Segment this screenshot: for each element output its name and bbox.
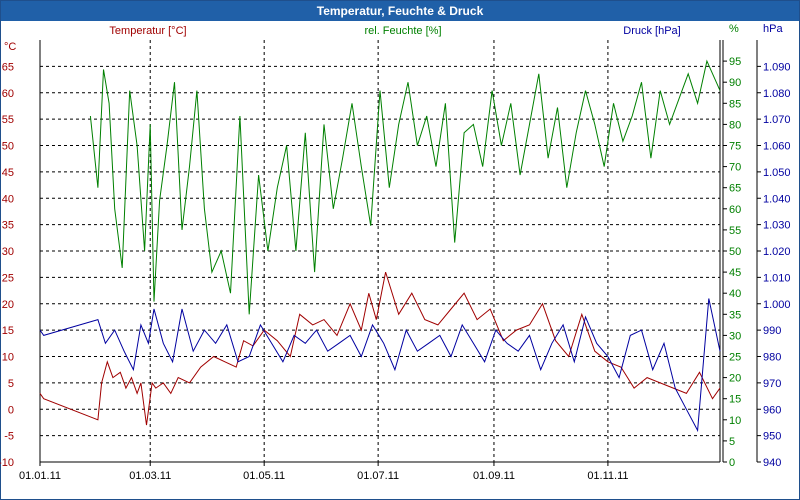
humidity-tick-label: 55 [729, 225, 741, 237]
pressure-tick-label: 940 [763, 457, 781, 469]
humidity-tick-label: 25 [729, 352, 741, 364]
x-tick-label: 01.09.11 [473, 470, 515, 482]
humidity-tick-label: 15 [729, 394, 741, 406]
temperature-unit: °C [4, 41, 16, 53]
pressure-tick-label: 950 [763, 431, 781, 443]
axis-labels: Temperatur [°C] rel. Feuchte [%] Druck [hP… [109, 25, 680, 37]
pressure-tick-label: 1.090 [763, 61, 791, 73]
temperature-tick-label: 10 [2, 352, 14, 364]
pressure-axis: 940 950 960 970 980 990 1.000 1.010 1.020 1.030 1.… [756, 23, 791, 469]
pressure-tick-label: 1.050 [763, 167, 791, 179]
humidity-unit: % [729, 23, 739, 35]
humidity-tick-label: 35 [729, 309, 741, 321]
window-title: Temperatur, Feuchte & Druck [1, 1, 799, 21]
humidity-tick-label: 65 [729, 183, 741, 195]
temperature-tick-label: 20 [2, 299, 14, 311]
series-layer [39, 59, 721, 433]
humidity-tick-label: 30 [729, 330, 741, 342]
temperature-tick-label: 45 [2, 167, 14, 179]
temperature-tick-label: 5 [8, 378, 14, 390]
temperature-tick-label: 0 [8, 404, 14, 416]
x-axis: 01.01.11 01.03.11 01.05.11 01.07.11 01.09.11… [19, 462, 629, 482]
humidity-tick-label: 40 [729, 288, 741, 300]
x-tick-label: 01.11.11 [587, 470, 628, 482]
pressure-tick-label: 1.010 [763, 272, 791, 284]
humidity-tick-label: 10 [729, 415, 741, 427]
temperature-tick-label: -10 [0, 457, 14, 469]
humidity-tick-label: 80 [729, 119, 741, 131]
temperature-tick-label: 60 [2, 88, 14, 100]
humidity-axis: 0 5 10 15 20 25 30 35 40 45 50 55 60 65 70 75 80 85 90 95% [722, 23, 741, 469]
temperature-tick-label: 25 [2, 272, 14, 284]
temperature-tick-label: 40 [2, 193, 14, 205]
pressure-unit: hPa [763, 23, 783, 35]
x-tick-label: 01.07.11 [357, 470, 399, 482]
pressure-axis-label: Druck [hPa] [623, 25, 680, 37]
grid [39, 40, 721, 463]
pressure-tick-label: 970 [763, 378, 781, 390]
humidity-tick-label: 75 [729, 141, 741, 153]
pressure-tick-label: 1.020 [763, 246, 791, 258]
pressure-tick-label: 990 [763, 325, 781, 337]
humidity-series-line [89, 59, 721, 315]
temperature-tick-label: 15 [2, 325, 14, 337]
humidity-tick-label: 0 [729, 457, 735, 469]
pressure-tick-label: 1.000 [763, 299, 791, 311]
humidity-tick-label: 60 [729, 204, 741, 216]
humidity-tick-label: 45 [729, 267, 741, 279]
pressure-tick-label: 1.060 [763, 141, 791, 153]
x-tick-label: 01.03.11 [129, 470, 171, 482]
humidity-tick-label: 95 [729, 56, 741, 68]
humidity-tick-label: 70 [729, 162, 741, 174]
temperature-tick-label: 50 [2, 141, 14, 153]
x-tick-label: 01.05.11 [243, 470, 285, 482]
humidity-tick-label: 20 [729, 373, 741, 385]
pressure-tick-label: 1.080 [763, 88, 791, 100]
temperature-tick-label: 65 [2, 61, 14, 73]
humidity-tick-label: 90 [729, 77, 741, 89]
humidity-tick-label: 85 [729, 98, 741, 110]
humidity-tick-label: 5 [729, 436, 735, 448]
temperature-tick-label: -5 [4, 431, 14, 443]
humidity-tick-label: 50 [729, 246, 741, 258]
temperature-axis-label: Temperatur [°C] [109, 25, 186, 37]
x-tick-label: 01.01.11 [19, 470, 61, 482]
pressure-tick-label: 980 [763, 352, 781, 364]
pressure-tick-label: 1.030 [763, 220, 791, 232]
temperature-tick-label: 35 [2, 220, 14, 232]
pressure-series-line [39, 298, 721, 433]
humidity-axis-label: rel. Feuchte [%] [364, 25, 441, 37]
pressure-tick-label: 1.040 [763, 193, 791, 205]
temperature-series-line [39, 271, 721, 426]
pressure-tick-label: 1.070 [763, 114, 791, 126]
temperature-tick-label: 55 [2, 114, 14, 126]
temperature-axis: -10 -5 0 5 10 15 20 25 30 35 40 45 50 55 60 65 °C [0, 41, 16, 469]
pressure-tick-label: 960 [763, 404, 781, 416]
temperature-tick-label: 30 [2, 246, 14, 258]
